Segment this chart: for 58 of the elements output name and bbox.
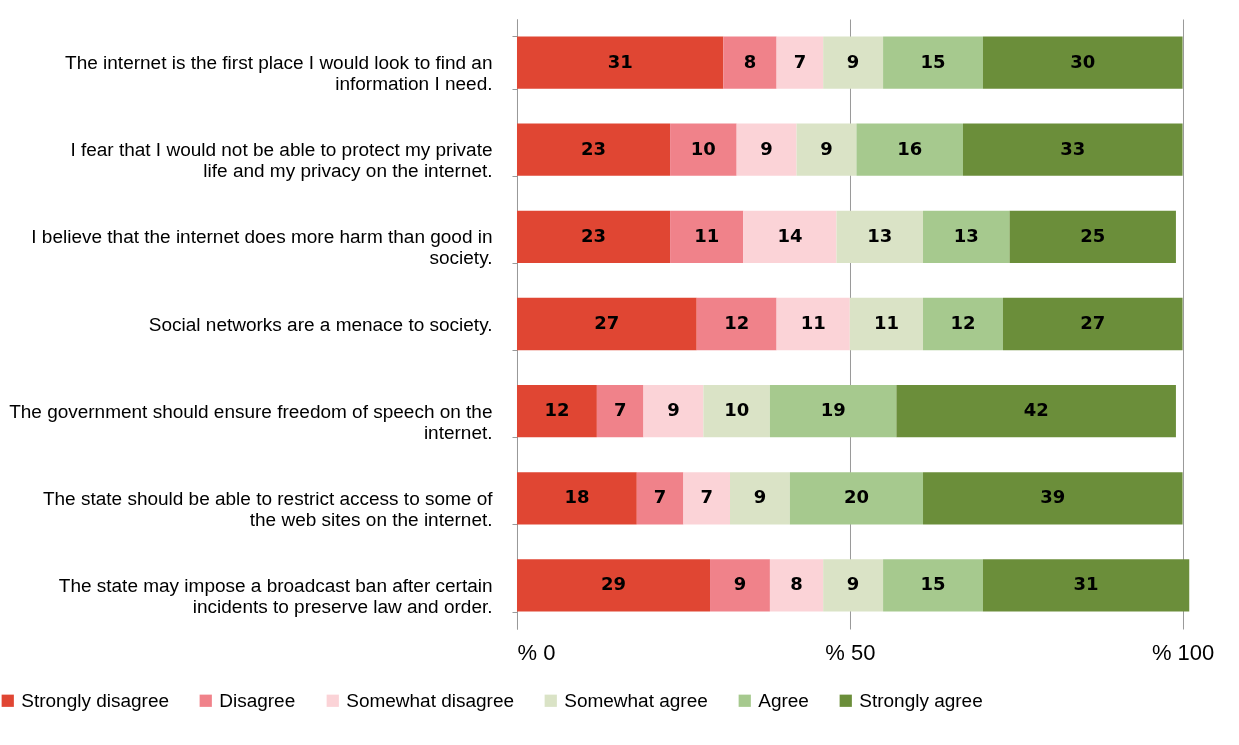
y-tick-label: The state should be able to restrict access to some of the web sites on the internet. bbox=[42, 487, 494, 530]
legend-label: Strongly disagree bbox=[21, 689, 169, 711]
legend-label: Disagree bbox=[219, 689, 296, 711]
data-label: 10 bbox=[690, 137, 716, 159]
data-label: 39 bbox=[1040, 486, 1066, 508]
data-label: 23 bbox=[581, 224, 607, 246]
data-label: 7 bbox=[700, 486, 713, 508]
legend-label: Strongly agree bbox=[859, 689, 983, 711]
data-label: 9 bbox=[667, 399, 680, 421]
x-tick-label: % 100 bbox=[1151, 640, 1215, 666]
y-tick-label: The state may impose a broadcast ban after certain incidents to preserve law and order. bbox=[58, 574, 493, 617]
y-tick-label: Social networks are a menace to society. bbox=[148, 313, 493, 335]
data-label: 7 bbox=[793, 50, 807, 72]
data-label: 11 bbox=[694, 224, 720, 246]
data-label: 9 bbox=[846, 50, 860, 72]
data-label: 7 bbox=[613, 399, 627, 421]
data-label: 12 bbox=[544, 399, 570, 421]
data-label: 27 bbox=[594, 312, 620, 333]
data-label: 13 bbox=[867, 224, 893, 246]
data-label: 9 bbox=[820, 137, 833, 159]
data-label: 29 bbox=[600, 573, 627, 595]
data-label: 23 bbox=[581, 137, 607, 159]
legend-label: Somewhat agree bbox=[564, 689, 708, 711]
legend-label: Agree bbox=[758, 689, 809, 711]
data-label: 13 bbox=[953, 224, 979, 246]
data-label: 7 bbox=[653, 486, 667, 508]
data-label: 20 bbox=[843, 486, 869, 508]
data-label: 15 bbox=[920, 50, 946, 72]
data-label: 9 bbox=[733, 573, 747, 595]
x-tick-label: % 50 bbox=[825, 640, 876, 666]
data-label: 9 bbox=[846, 573, 860, 595]
data-label: 27 bbox=[1080, 312, 1106, 333]
data-label: 11 bbox=[800, 312, 826, 333]
y-tick-label: I fear that I would not be able to protect my private life and my privacy on the internet. bbox=[70, 139, 493, 182]
y-tick-label: The government should ensure freedom of speech on the internet. bbox=[9, 400, 493, 443]
data-label: 9 bbox=[760, 137, 773, 159]
legend-label: Somewhat disagree bbox=[346, 689, 515, 711]
y-tick-label: I believe that the internet does more harm than good in society. bbox=[31, 226, 493, 269]
data-label: 42 bbox=[1023, 399, 1049, 421]
data-label: 18 bbox=[564, 486, 590, 508]
data-label: 9 bbox=[753, 486, 767, 508]
data-label: 8 bbox=[790, 573, 803, 595]
y-tick-label: The internet is the first place I would look to find an information I need. bbox=[65, 52, 493, 95]
data-label: 30 bbox=[1070, 50, 1096, 72]
x-tick-label: % 0 bbox=[517, 640, 556, 666]
data-label: 11 bbox=[873, 312, 899, 333]
data-label: 16 bbox=[897, 137, 923, 159]
data-label: 25 bbox=[1080, 224, 1106, 246]
data-label: 12 bbox=[950, 312, 976, 333]
data-label: 10 bbox=[724, 399, 750, 421]
data-label: 15 bbox=[920, 573, 946, 595]
data-label: 33 bbox=[1060, 137, 1086, 159]
data-label: 14 bbox=[777, 224, 803, 246]
data-label: 12 bbox=[724, 312, 750, 333]
data-label: 31 bbox=[1073, 573, 1099, 595]
data-label: 8 bbox=[743, 50, 757, 72]
data-label: 19 bbox=[820, 399, 846, 421]
data-label: 31 bbox=[607, 50, 633, 72]
